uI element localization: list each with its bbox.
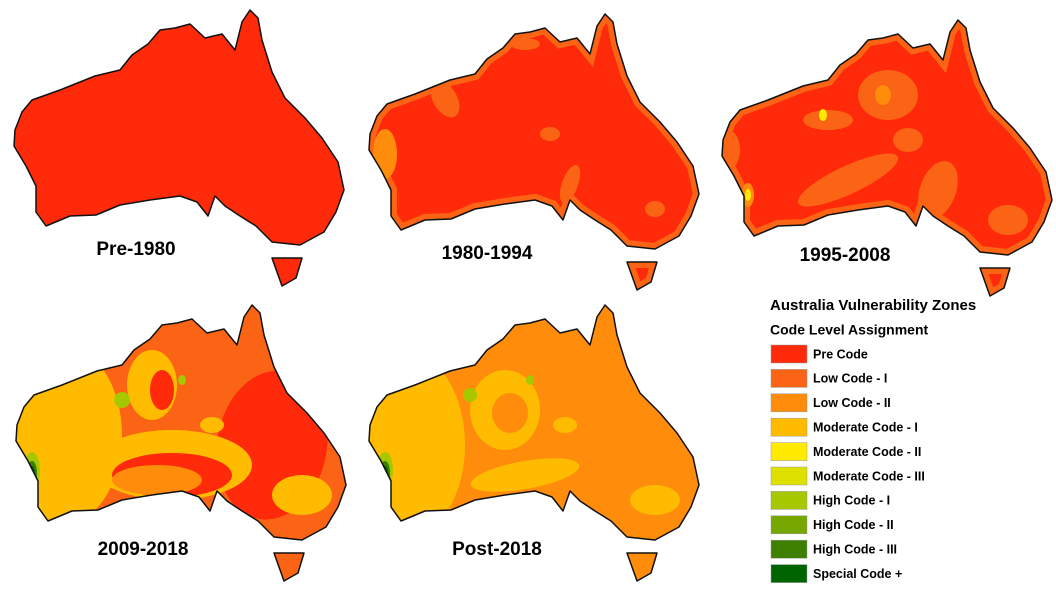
legend-swatch <box>770 491 808 510</box>
zone <box>540 127 560 141</box>
legend-label: Low Code - II <box>813 396 891 410</box>
zone <box>150 370 174 410</box>
zone <box>200 417 224 433</box>
zone <box>27 461 37 485</box>
zone <box>893 128 923 152</box>
zone <box>430 80 460 118</box>
zone <box>559 165 581 203</box>
legend-label: Pre Code <box>813 347 868 361</box>
zone <box>272 475 332 515</box>
zone <box>819 109 827 121</box>
legend-swatch <box>770 417 808 437</box>
zone <box>470 458 580 492</box>
zone <box>630 485 680 515</box>
zone <box>988 205 1028 235</box>
legend-swatch <box>770 466 808 486</box>
legend-label: Moderate Code - III <box>813 469 925 483</box>
zone <box>797 153 899 207</box>
legend-label: High Code - II <box>813 518 894 532</box>
legend-title: Australia Vulnerability Zones <box>770 297 976 314</box>
panel-label: Pre-1980 <box>96 239 175 260</box>
legend-swatch <box>770 515 808 535</box>
legend-label: Moderate Code - II <box>813 445 921 459</box>
zone <box>645 201 665 217</box>
legend-swatch <box>770 564 808 583</box>
zone <box>16 345 122 525</box>
zone <box>803 110 853 130</box>
panel-label: 2009-2018 <box>98 539 189 560</box>
zone <box>492 393 528 433</box>
zone <box>112 465 202 495</box>
legend-swatch <box>770 442 808 461</box>
panel-label: Post-2018 <box>452 539 542 560</box>
zone <box>722 130 740 170</box>
zone <box>875 85 891 105</box>
legend-label: High Code - I <box>813 494 890 508</box>
legend-label: Special Code + <box>813 567 902 581</box>
legend-swatch <box>770 344 808 364</box>
zone <box>510 38 540 50</box>
zone <box>178 375 186 385</box>
legend-swatch <box>770 539 808 559</box>
zone <box>373 129 397 179</box>
zone <box>745 189 751 201</box>
legend-subtitle: Code Level Assignment <box>770 322 929 338</box>
zone <box>463 388 477 402</box>
legend-swatch <box>770 369 808 388</box>
legend-label: High Code - III <box>813 542 897 556</box>
panel-label: 1980-1994 <box>442 243 533 264</box>
legend-label: Low Code - I <box>813 372 887 386</box>
zone <box>114 392 130 408</box>
zone <box>918 161 958 219</box>
legend-swatch <box>770 393 808 413</box>
panel-label: 1995-2008 <box>800 245 891 266</box>
zone <box>380 461 390 485</box>
legend-label: Moderate Code - I <box>813 420 918 434</box>
legend: Pre Code Low Code - I Low Code - II Moderat… <box>770 344 925 583</box>
zone <box>553 417 577 433</box>
zone <box>526 375 534 385</box>
zone <box>97 315 127 345</box>
